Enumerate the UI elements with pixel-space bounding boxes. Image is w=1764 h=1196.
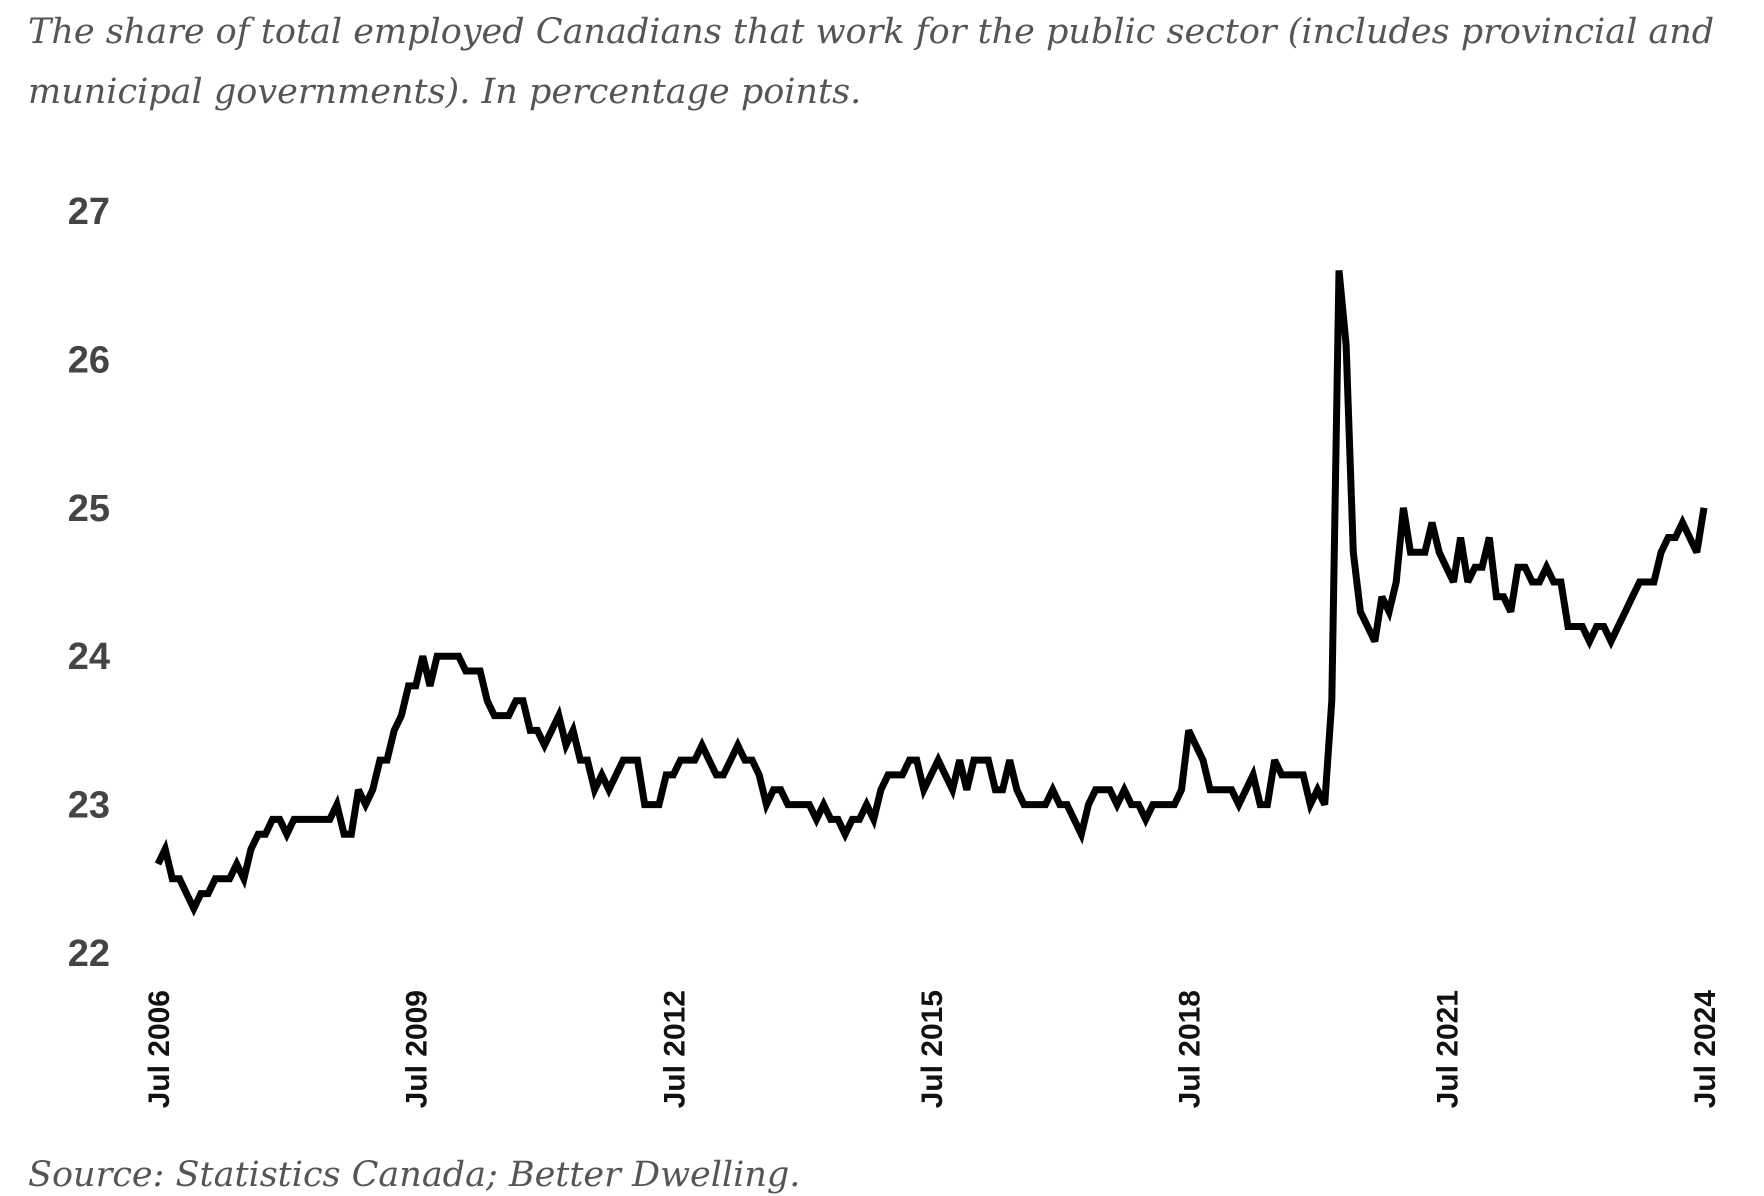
x-tick-label: Jul 2009: [401, 990, 434, 1108]
x-tick-label: Jul 2024: [1689, 990, 1722, 1109]
x-tick-label: Jul 2015: [916, 990, 949, 1108]
y-tick-label: 23: [68, 785, 110, 827]
chart-source: Source: Statistics Canada; Better Dwelli…: [28, 1155, 801, 1195]
x-tick-label: Jul 2012: [658, 990, 691, 1108]
x-tick-label: Jul 2021: [1431, 990, 1464, 1108]
series-line: [154, 270, 1708, 917]
chart-title: The share of total employed Canadians th…: [28, 12, 1715, 112]
y-tick-label: 26: [68, 339, 110, 381]
y-tick-label: 22: [68, 933, 110, 975]
y-tick-label: 24: [68, 636, 110, 678]
y-tick-label: 25: [68, 488, 110, 530]
x-tick-label: Jul 2018: [1174, 990, 1207, 1108]
x-tick-label: Jul 2006: [143, 990, 176, 1108]
y-axis: 22 23 24 25 26 27: [68, 191, 110, 975]
y-tick-label: 27: [68, 191, 110, 233]
x-axis: Jul 2006 Jul 2009 Jul 2012 Jul 2015 Jul 2018…: [143, 990, 1722, 1109]
